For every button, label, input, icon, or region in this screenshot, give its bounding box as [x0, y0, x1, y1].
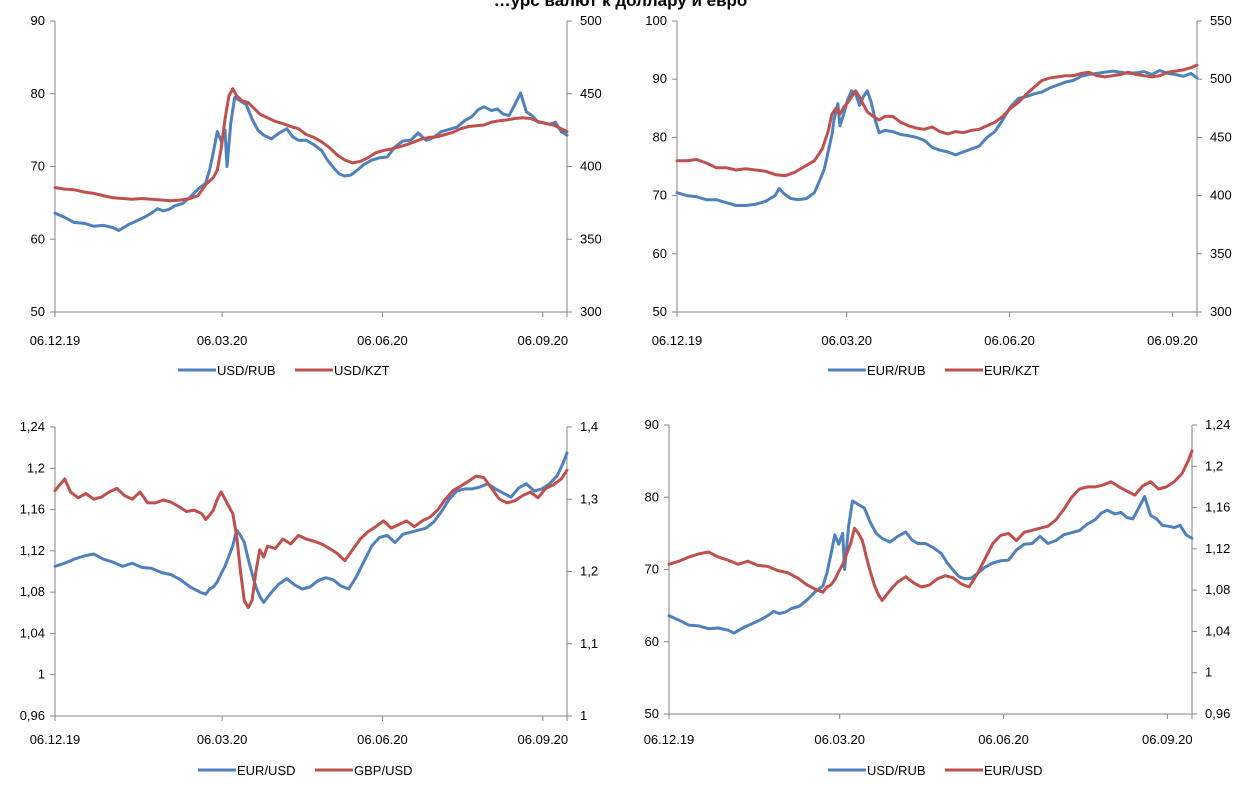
x-tick-label: 06.12.19: [30, 333, 81, 348]
right-tick-label: 1: [1205, 665, 1212, 680]
right-tick-label: 550: [1210, 13, 1232, 28]
chart-usd-rub-eur-usd: 50 60 70 80 90 0,96 1 1,04 1,08 1,12 1,16 1,2 1,24 06…: [620, 390, 1241, 781]
left-tick-label: 70: [645, 562, 659, 577]
left-tick-label: 80: [31, 86, 45, 101]
right-tick-label: 1: [580, 708, 587, 723]
series-line-usd-kzt: [53, 87, 569, 203]
left-tick-label: 1,08: [20, 584, 45, 599]
right-tick-label: 0,96: [1205, 706, 1230, 721]
x-tick-label: 06.06.20: [357, 732, 408, 747]
left-tick-label: 50: [645, 706, 659, 721]
chart-usd-rub-kzt-svg: 50 60 70 80 90 300 350 400 450 500 06.12.19 06.03.2…: [30, 13, 602, 378]
legend-label: EUR/USD: [984, 763, 1043, 778]
chart-eur-gbp-usd: 0,96 1 1,04 1,08 1,12 1,16 1,2 1,24 1 1,1 1,2 1,3 1,…: [0, 390, 620, 781]
legend-label: EUR/RUB: [867, 363, 926, 378]
right-tick-label: 1,08: [1205, 582, 1230, 597]
right-tick-label: 350: [1210, 246, 1232, 261]
chart-eur-rub-kzt: 50 60 70 80 90 100 300 350 400 450 500 550 06.12.19 0…: [620, 0, 1241, 390]
figure-title: …урс валют к доллару и евро: [493, 0, 748, 10]
series-line-eur-usd: [667, 449, 1194, 602]
left-tick-label: 60: [31, 231, 45, 246]
chart-usd-rub-kzt: 50 60 70 80 90 300 350 400 450 500 06.12.19 06.03.2…: [0, 0, 620, 390]
left-tick-label: 1,24: [20, 419, 45, 434]
left-tick-label: 70: [31, 159, 45, 174]
left-tick-label: 1,12: [20, 543, 45, 558]
x-tick-label: 06.06.20: [357, 333, 408, 348]
right-tick-label: 1,16: [1205, 500, 1230, 515]
x-tick-label: 06.12.19: [30, 732, 81, 747]
left-tick-label: 50: [31, 304, 45, 319]
right-tick-label: 1,3: [580, 491, 598, 506]
x-tick-label: 06.03.20: [197, 333, 248, 348]
right-tick-label: 300: [1210, 304, 1232, 319]
left-tick-label: 0,96: [20, 708, 45, 723]
right-tick-label: 400: [580, 159, 602, 174]
left-tick-label: 90: [31, 13, 45, 28]
left-tick-label: 60: [645, 634, 659, 649]
x-tick-label: 06.09.20: [518, 333, 569, 348]
right-tick-label: 1,2: [1205, 458, 1223, 473]
series-line-eur-rub: [675, 69, 1199, 207]
series-line-eur-kzt: [675, 63, 1199, 178]
right-tick-label: 450: [580, 86, 602, 101]
left-tick-label: 1,16: [20, 502, 45, 517]
legend-label: EUR/USD: [237, 763, 296, 778]
series-line-eur-usd: [53, 451, 569, 604]
legend-label: GBP/USD: [354, 763, 413, 778]
x-tick-label: 06.09.20: [1147, 333, 1198, 348]
left-tick-label: 1,04: [20, 625, 45, 640]
right-tick-label: 1,1: [580, 636, 598, 651]
x-tick-label: 06.12.19: [644, 732, 695, 747]
legend-label: USD/KZT: [334, 363, 390, 378]
x-tick-label: 06.03.20: [821, 333, 872, 348]
right-tick-label: 300: [580, 304, 602, 319]
left-tick-label: 1,2: [27, 460, 45, 475]
x-tick-label: 06.03.20: [814, 732, 865, 747]
left-tick-label: 50: [653, 304, 667, 319]
left-tick-label: 70: [653, 188, 667, 203]
x-tick-label: 06.06.20: [984, 333, 1035, 348]
series-line-gbp-usd: [53, 468, 569, 610]
right-tick-label: 350: [580, 231, 602, 246]
x-tick-label: 06.09.20: [518, 732, 569, 747]
right-tick-label: 1,12: [1205, 541, 1230, 556]
x-tick-label: 06.06.20: [978, 732, 1029, 747]
right-tick-label: 1,04: [1205, 623, 1230, 638]
chart-usd-rub-eur-usd-svg: 50 60 70 80 90 0,96 1 1,04 1,08 1,12 1,16 1,2 1,24 06…: [644, 417, 1231, 778]
left-tick-label: 90: [653, 71, 667, 86]
left-tick-label: 90: [645, 417, 659, 432]
x-tick-label: 06.09.20: [1142, 732, 1193, 747]
left-tick-label: 100: [645, 13, 667, 28]
chart-eur-rub-kzt-svg: 50 60 70 80 90 100 300 350 400 450 500 550 06.12.19 0…: [645, 13, 1232, 378]
legend-label: USD/RUB: [867, 763, 926, 778]
left-tick-label: 60: [653, 246, 667, 261]
legend-label: USD/RUB: [217, 363, 276, 378]
right-tick-label: 1,2: [580, 564, 598, 579]
right-tick-label: 500: [1210, 71, 1232, 86]
x-tick-label: 06.12.19: [652, 333, 703, 348]
right-tick-label: 400: [1210, 188, 1232, 203]
chart-eur-gbp-usd-svg: 0,96 1 1,04 1,08 1,12 1,16 1,2 1,24 1 1,1 1,2 1,3 1,…: [20, 419, 598, 778]
series-line-usd-rub: [667, 495, 1194, 635]
right-tick-label: 1,4: [580, 419, 598, 434]
legend-label: EUR/KZT: [984, 363, 1040, 378]
right-tick-label: 1,24: [1205, 417, 1230, 432]
left-tick-label: 80: [645, 489, 659, 504]
right-tick-label: 500: [580, 13, 602, 28]
left-tick-label: 80: [653, 129, 667, 144]
series-line-usd-rub: [53, 91, 569, 232]
x-tick-label: 06.03.20: [197, 732, 248, 747]
left-tick-label: 1: [38, 667, 45, 682]
right-tick-label: 450: [1210, 129, 1232, 144]
